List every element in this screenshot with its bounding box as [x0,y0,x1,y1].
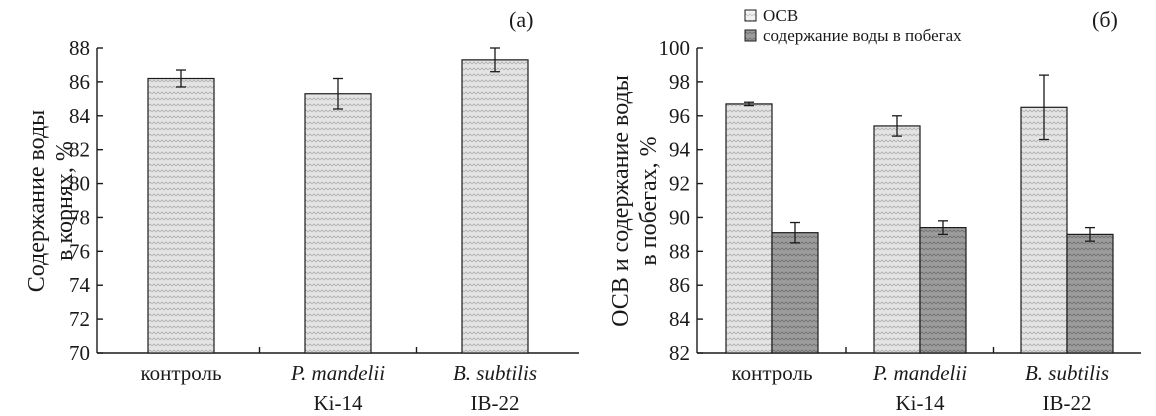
panel-b-bar [725,103,773,354]
panel-a-ytick-label: 72 [69,307,90,331]
panel-b-ytick-label: 92 [669,172,690,196]
legend-label-osv: ОСВ [763,6,798,25]
panel-b-ytick-label: 82 [669,341,690,365]
panel-b-ytick-label: 94 [669,138,691,162]
panel-b-ytick-label: 86 [669,273,690,297]
panel-a-ytick-label: 76 [69,239,90,263]
panel-a-category-label: контроль [140,361,221,385]
panel-b-ytick-label: 84 [669,307,691,331]
panel-b-bar [919,227,967,354]
panel-a: (а) Содержание воды в корнях, % [24,7,533,292]
legend-label-water: содержание воды в побегах [763,26,962,45]
panel-b-ytick-label: 98 [669,70,690,94]
panel-a-category-label: P. mandelii [290,361,385,385]
panel-b-ytick-label: 90 [669,205,690,229]
panel-a-bar [147,77,215,354]
panel-b-bar [1066,233,1114,354]
panel-b-bar [771,232,819,354]
panel-a-ytick-label: 78 [69,205,90,229]
legend-swatch-water [744,29,757,42]
panel-b-ytick-label: 96 [669,104,690,128]
panel-b-bar [1020,106,1068,354]
panel-b: (б) ОСВ и содержание воды в побегах, % О… [608,6,1118,327]
panel-a-category-sublabel: IB-22 [471,391,520,415]
panel-a-bar [304,93,372,354]
plot-layer: 70 72 74 76 78 80 82 84 86 88 контроль P. mandelii K… [69,36,1141,415]
panel-b-label: (б) [1092,7,1118,32]
legend-swatch-osv [744,9,757,22]
panel-b-category-sublabel: IB-22 [1043,391,1092,415]
panel-b-bar [873,125,921,354]
panel-a-ytick-label: 74 [69,273,91,297]
panel-b-ytick-label: 100 [659,36,691,60]
panel-a-label: (а) [509,7,533,32]
panel-a-ytick-label: 86 [69,70,90,94]
panel-b-category-label: P. mandelii [872,361,967,385]
panel-a-ylabel-line2: в корнях, % [52,141,78,261]
panel-b-category-sublabel: Ki-14 [896,391,945,415]
panel-b-ytick-label: 88 [669,239,690,263]
panel-b-legend: ОСВ содержание воды в побегах [744,6,962,45]
panel-a-ytick-label: 82 [69,138,90,162]
panel-a-bar [461,59,529,354]
panel-b-ylabel-line2: в побегах, % [636,136,662,265]
panel-b-ylabel-line1: ОСВ и содержание воды [608,75,634,327]
panel-a-category-label: B. subtilis [453,361,537,385]
panel-a-category-sublabel: Ki-14 [314,391,363,415]
panel-a-ylabel-line1: Содержание воды [24,110,50,293]
panel-b-category-label: B. subtilis [1025,361,1109,385]
panel-a-ytick-label: 70 [69,341,90,365]
panel-b-category-label: контроль [731,361,812,385]
panel-a-ytick-label: 88 [69,36,90,60]
panel-a-ytick-label: 80 [69,172,90,196]
panel-a-ytick-label: 84 [69,104,91,128]
